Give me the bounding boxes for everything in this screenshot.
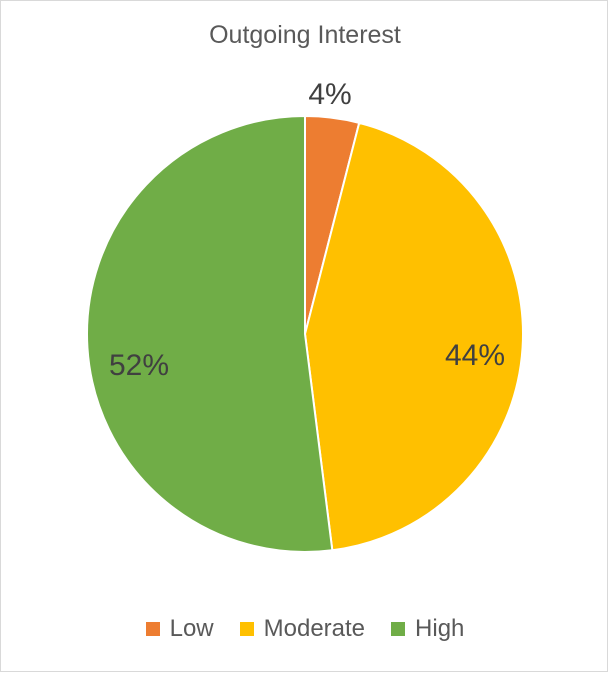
pie-slice-high [86, 114, 334, 553]
legend-label-high: High [415, 615, 465, 642]
chart-title: Outgoing Interest [209, 21, 401, 49]
legend-label-low: Low [169, 615, 214, 642]
data-label-moderate: 44% [445, 339, 505, 372]
pie-slice-moderate [303, 121, 524, 552]
legend-swatch-moderate [239, 622, 254, 636]
legend: Low Moderate High [1, 615, 608, 643]
data-label-high: 52% [109, 349, 169, 382]
data-label-low: 4% [308, 78, 351, 111]
legend-label-moderate: Moderate [263, 615, 366, 642]
pie-slices [86, 114, 524, 553]
legend-item-low: Low [145, 615, 214, 643]
pie-data-labels: 4% 44% 52% [109, 78, 505, 382]
legend-item-moderate: Moderate [239, 615, 366, 643]
legend-swatch-low [145, 622, 160, 636]
legend-item-high: High [391, 615, 464, 643]
legend-swatch-high [391, 622, 406, 636]
